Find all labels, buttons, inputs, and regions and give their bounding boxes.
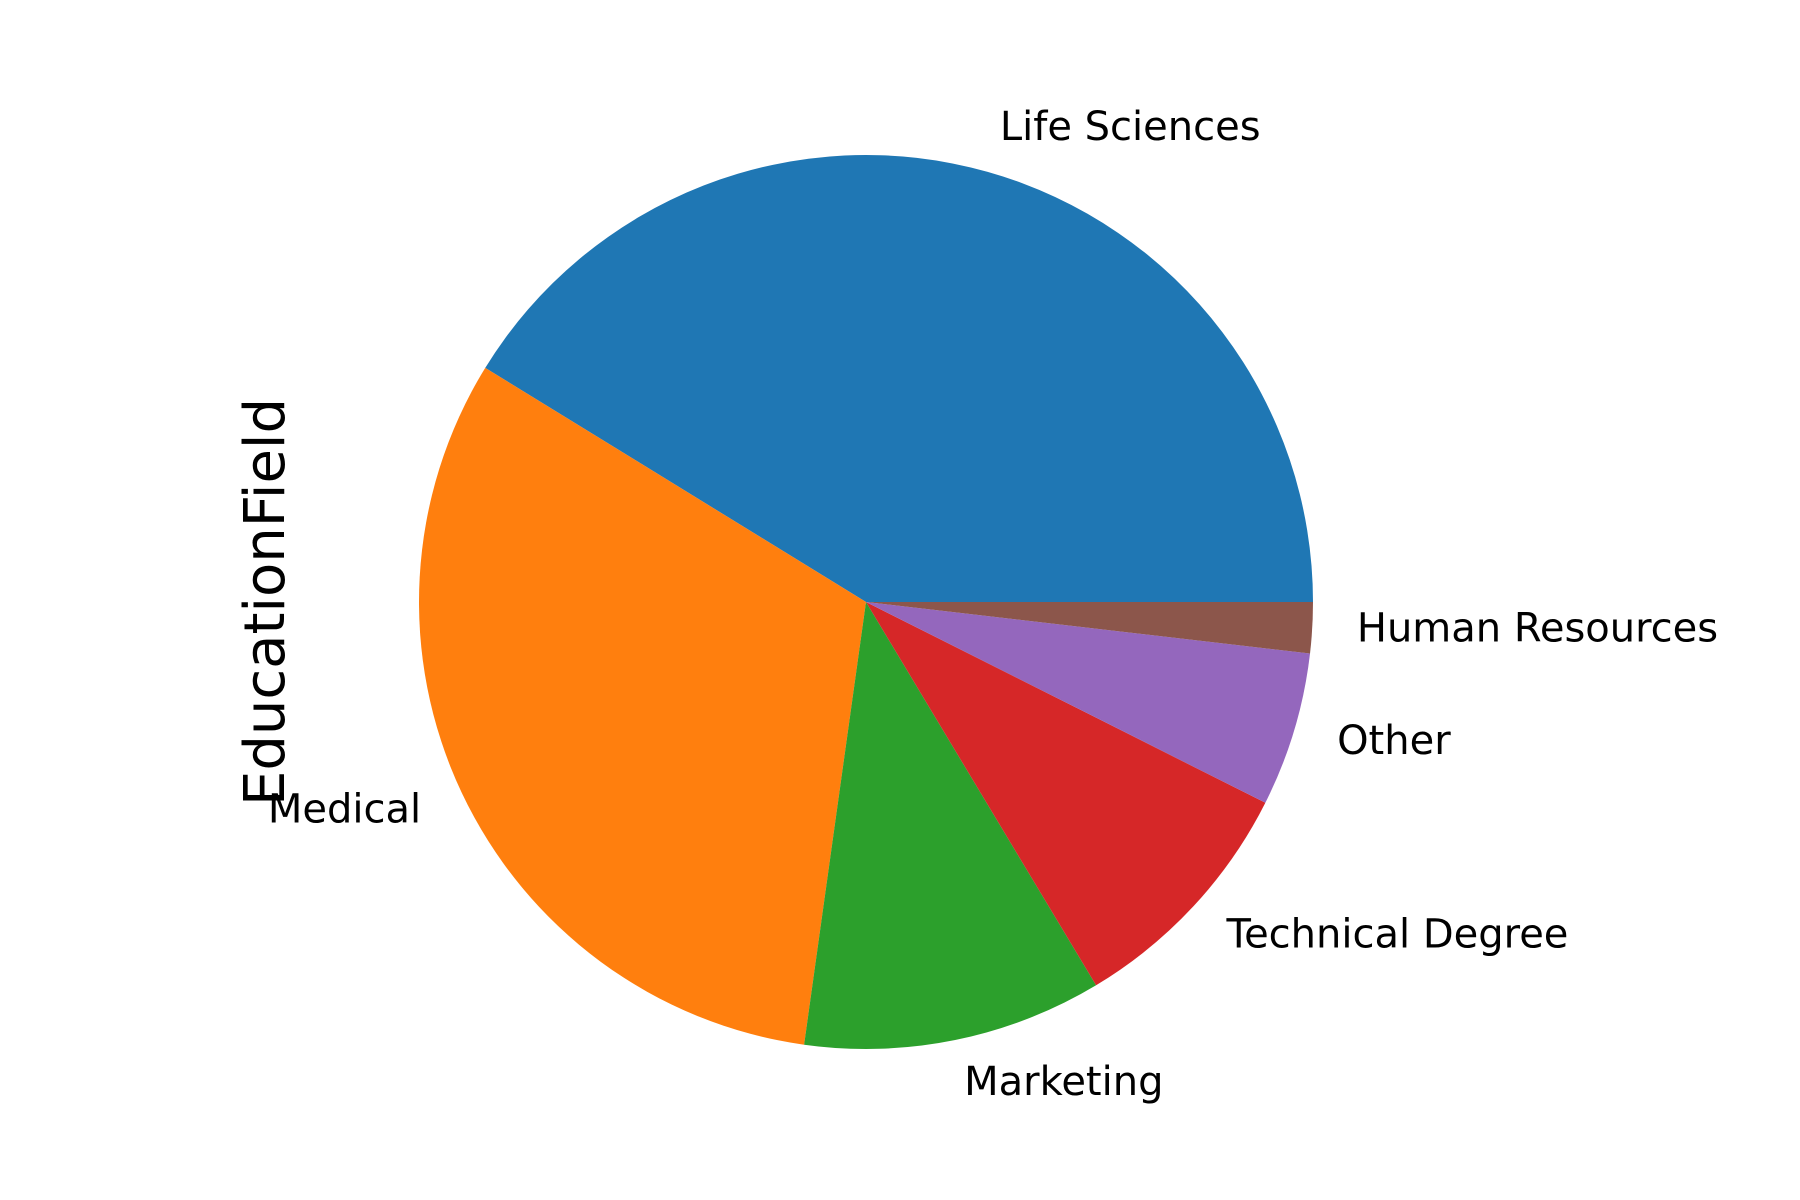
pie-slice-technical-degree <box>866 602 1266 986</box>
pie-slice-other <box>866 602 1311 803</box>
pie-slice-human-resources <box>866 602 1313 654</box>
pie-label-human-resources: Human Resources <box>1357 605 1718 651</box>
pie-label-life-sciences: Life Sciences <box>1000 104 1261 150</box>
pie-slice-labels: Life Sciences Medical Marketing Technical D… <box>268 104 1718 1105</box>
pie-label-other: Other <box>1337 718 1451 764</box>
pie-slices <box>419 154 1313 1049</box>
pie-label-marketing: Marketing <box>964 1059 1163 1105</box>
pie-label-medical: Medical <box>268 787 421 833</box>
pie-slice-life-sciences <box>485 154 1313 602</box>
y-axis-label: EducationField <box>233 398 298 806</box>
pie-slice-medical <box>419 367 866 1045</box>
pie-slice-marketing <box>804 602 1097 1049</box>
pie-label-technical-degree: Technical Degree <box>1225 911 1568 957</box>
